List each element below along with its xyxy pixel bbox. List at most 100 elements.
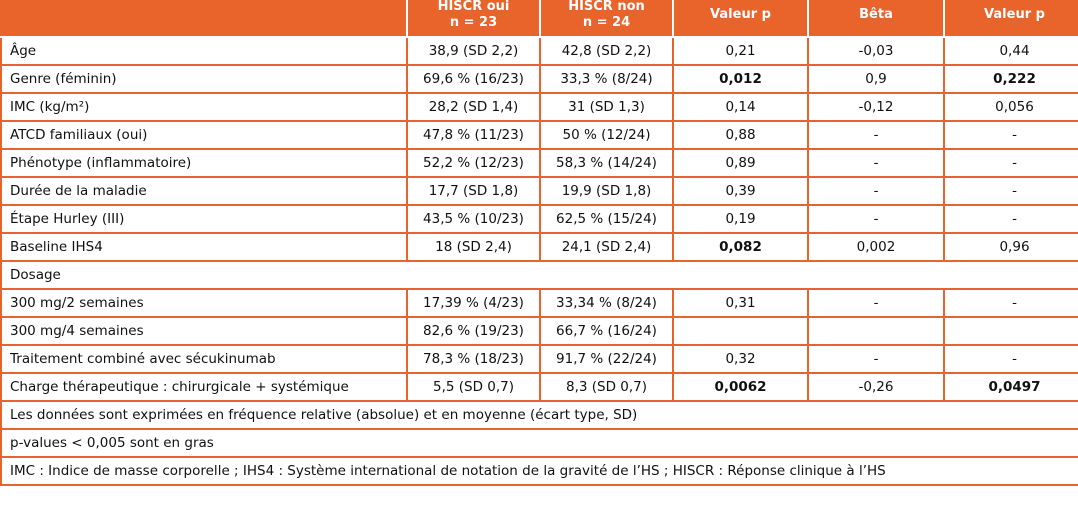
- cell-hiscr-oui: 43,5 % (10/23): [406, 204, 541, 234]
- cell-beta: -: [807, 204, 945, 234]
- cell-beta: -: [807, 344, 945, 374]
- table-row: Genre (féminin) 69,6 % (16/23) 33,3 % (8/2…: [0, 64, 1078, 94]
- footnote: IMC : Indice de masse corporelle ; IHS4 …: [0, 456, 1078, 486]
- table-row: Étape Hurley (III) 43,5 % (10/23) 62,5 % (…: [0, 204, 1078, 234]
- cell-hiscr-non: 31 (SD 1,3): [539, 92, 674, 122]
- table-row: Phénotype (inflammatoire) 52,2 % (12/23) 5…: [0, 148, 1078, 178]
- cell-valeur-p: 0,14: [672, 92, 809, 122]
- cell-valeur-p: 0,082: [672, 232, 809, 262]
- table-row: IMC (kg/m²) 28,2 (SD 1,4) 31 (SD 1,3) 0,14-…: [0, 92, 1078, 122]
- cell-valeur-p-multi: -: [943, 176, 1078, 206]
- cell-beta: -0,26: [807, 372, 945, 402]
- table-row: Les données sont exprimées en fréquence …: [0, 400, 1078, 430]
- cell-hiscr-oui: 78,3 % (18/23): [406, 344, 541, 374]
- cell-hiscr-oui: 17,39 % (4/23): [406, 288, 541, 318]
- cell-valeur-p-multi: 0,056: [943, 92, 1078, 122]
- cell-valeur-p-multi: -: [943, 204, 1078, 234]
- cell-hiscr-non: 91,7 % (22/24): [539, 344, 674, 374]
- cell-valeur-p-multi: [943, 316, 1078, 346]
- table-container: HISCR oui n = 23 HISCR non n = 24 Valeur…: [0, 0, 1078, 486]
- cell-hiscr-non: 24,1 (SD 2,4): [539, 232, 674, 262]
- cell-variable: Âge: [0, 36, 408, 66]
- cell-valeur-p: 0,31: [672, 288, 809, 318]
- cell-hiscr-oui: 69,6 % (16/23): [406, 64, 541, 94]
- cell-variable: ATCD familiaux (oui): [0, 120, 408, 150]
- cell-hiscr-non: 19,9 (SD 1,8): [539, 176, 674, 206]
- cell-variable: Traitement combiné avec sécukinumab: [0, 344, 408, 374]
- cell-valeur-p: 0,21: [672, 36, 809, 66]
- table-row: Traitement combiné avec sécukinumab 78,3 …: [0, 344, 1078, 374]
- cell-valeur-p-multi: -: [943, 344, 1078, 374]
- cell-variable: Baseline IHS4: [0, 232, 408, 262]
- cell-valeur-p-multi: 0,44: [943, 36, 1078, 66]
- cell-valeur-p-multi: -: [943, 288, 1078, 318]
- results-table: HISCR oui n = 23 HISCR non n = 24 Valeur…: [0, 0, 1078, 486]
- cell-variable: 300 mg/4 semaines: [0, 316, 408, 346]
- cell-variable: 300 mg/2 semaines: [0, 288, 408, 318]
- table-row: Charge thérapeutique : chirurgicale + sy…: [0, 372, 1078, 402]
- cell-valeur-p: 0,32: [672, 344, 809, 374]
- cell-beta: -: [807, 288, 945, 318]
- header-hiscr-oui: HISCR oui n = 23: [406, 0, 541, 38]
- cell-beta: -0,12: [807, 92, 945, 122]
- cell-variable: Phénotype (inflammatoire): [0, 148, 408, 178]
- cell-hiscr-oui: 38,9 (SD 2,2): [406, 36, 541, 66]
- cell-hiscr-non: 42,8 (SD 2,2): [539, 36, 674, 66]
- cell-hiscr-oui: 17,7 (SD 1,8): [406, 176, 541, 206]
- header-row: HISCR oui n = 23 HISCR non n = 24 Valeur…: [0, 0, 1078, 38]
- table-row: Durée de la maladie 17,7 (SD 1,8) 19,9 (SD…: [0, 176, 1078, 206]
- cell-variable: Étape Hurley (III): [0, 204, 408, 234]
- cell-beta: -0,03: [807, 36, 945, 66]
- cell-variable: Durée de la maladie: [0, 176, 408, 206]
- cell-valeur-p: 0,39: [672, 176, 809, 206]
- cell-valeur-p: 0,19: [672, 204, 809, 234]
- header-valeur-p-2: Valeur p: [943, 0, 1078, 38]
- cell-valeur-p-multi: -: [943, 148, 1078, 178]
- cell-valeur-p: 0,89: [672, 148, 809, 178]
- cell-hiscr-oui: 5,5 (SD 0,7): [406, 372, 541, 402]
- cell-hiscr-non: 50 % (12/24): [539, 120, 674, 150]
- cell-beta: -: [807, 176, 945, 206]
- cell-beta: -: [807, 120, 945, 150]
- table-row: 300 mg/4 semaines 82,6 % (19/23) 66,7 % (1…: [0, 316, 1078, 346]
- cell-hiscr-non: 33,34 % (8/24): [539, 288, 674, 318]
- header-cell-empty: [0, 0, 408, 38]
- table-row: ATCD familiaux (oui) 47,8 % (11/23) 50 % (…: [0, 120, 1078, 150]
- footnote: Les données sont exprimées en fréquence …: [0, 400, 1078, 430]
- cell-variable: Charge thérapeutique : chirurgicale + sy…: [0, 372, 408, 402]
- cell-hiscr-oui: 82,6 % (19/23): [406, 316, 541, 346]
- section-label: Dosage: [0, 260, 1078, 290]
- cell-valeur-p-multi: 0,0497: [943, 372, 1078, 402]
- cell-valeur-p-multi: 0,96: [943, 232, 1078, 262]
- cell-hiscr-oui: 47,8 % (11/23): [406, 120, 541, 150]
- cell-valeur-p: 0,012: [672, 64, 809, 94]
- cell-hiscr-non: 58,3 % (14/24): [539, 148, 674, 178]
- cell-variable: Genre (féminin): [0, 64, 408, 94]
- cell-valeur-p: 0,88: [672, 120, 809, 150]
- cell-hiscr-oui: 28,2 (SD 1,4): [406, 92, 541, 122]
- cell-variable: IMC (kg/m²): [0, 92, 408, 122]
- cell-hiscr-non: 8,3 (SD 0,7): [539, 372, 674, 402]
- table-row: Baseline IHS4 18 (SD 2,4) 24,1 (SD 2,4) 0,0…: [0, 232, 1078, 262]
- cell-beta: -: [807, 148, 945, 178]
- header-hiscr-non: HISCR non n = 24: [539, 0, 674, 38]
- cell-hiscr-non: 62,5 % (15/24): [539, 204, 674, 234]
- cell-hiscr-non: 66,7 % (16/24): [539, 316, 674, 346]
- cell-valeur-p: [672, 316, 809, 346]
- footnote: p-values < 0,005 sont en gras: [0, 428, 1078, 458]
- table-row: p-values < 0,005 sont en gras: [0, 428, 1078, 458]
- cell-beta: 0,002: [807, 232, 945, 262]
- table-row: IMC : Indice de masse corporelle ; IHS4 …: [0, 456, 1078, 486]
- cell-beta: [807, 316, 945, 346]
- table-row: Âge 38,9 (SD 2,2) 42,8 (SD 2,2) 0,21 -0,03 0,…: [0, 36, 1078, 66]
- cell-hiscr-non: 33,3 % (8/24): [539, 64, 674, 94]
- header-beta: Bêta: [807, 0, 945, 38]
- cell-valeur-p: 0,0062: [672, 372, 809, 402]
- table-row: 300 mg/2 semaines 17,39 % (4/23) 33,34 % (…: [0, 288, 1078, 318]
- header-valeur-p-1: Valeur p: [672, 0, 809, 38]
- cell-valeur-p-multi: -: [943, 120, 1078, 150]
- cell-hiscr-oui: 18 (SD 2,4): [406, 232, 541, 262]
- cell-beta: 0,9: [807, 64, 945, 94]
- table-row: Dosage: [0, 260, 1078, 290]
- cell-valeur-p-multi: 0,222: [943, 64, 1078, 94]
